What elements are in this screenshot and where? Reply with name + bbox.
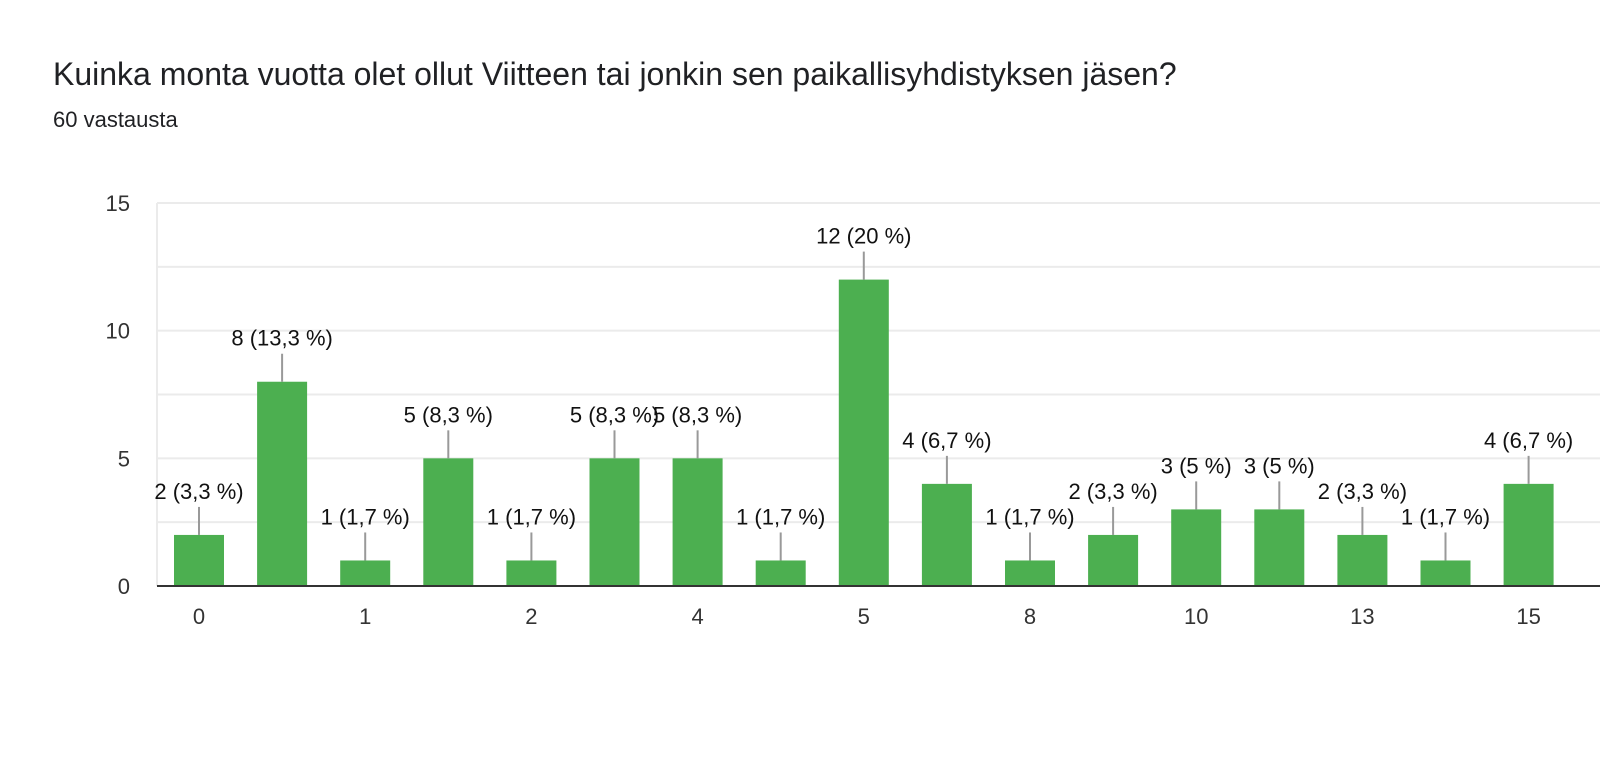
- y-tick-label: 5: [118, 446, 130, 471]
- data-label: 5 (8,3 %): [570, 402, 659, 427]
- x-tick-label: 15: [1516, 604, 1540, 629]
- data-label: 2 (3,3 %): [1318, 479, 1407, 504]
- data-label: 5 (8,3 %): [404, 402, 493, 427]
- data-label: 1 (1,7 %): [1401, 504, 1490, 529]
- bar: [1254, 509, 1305, 586]
- bar: [921, 483, 972, 586]
- bar: [1171, 509, 1222, 586]
- data-label: 8 (13,3 %): [231, 326, 333, 351]
- data-label: 4 (6,7 %): [902, 428, 991, 453]
- x-tick-label: 4: [691, 604, 703, 629]
- y-tick-label: 0: [118, 574, 130, 599]
- bar: [755, 560, 806, 586]
- bar: [589, 458, 640, 586]
- y-tick-label: 10: [106, 319, 130, 344]
- data-label: 1 (1,7 %): [985, 504, 1074, 529]
- bar: [1420, 560, 1471, 586]
- data-label: 1 (1,7 %): [321, 504, 410, 529]
- x-tick-label: 2: [525, 604, 537, 629]
- y-tick-label: 15: [106, 191, 130, 216]
- chart-title: Kuinka monta vuotta olet ollut Viitteen …: [53, 56, 1177, 92]
- x-tick-label: 5: [858, 604, 870, 629]
- bar: [423, 458, 474, 586]
- bar: [506, 560, 557, 586]
- x-tick-label: 8: [1024, 604, 1036, 629]
- bar: [340, 560, 391, 586]
- data-label: 3 (5 %): [1161, 453, 1232, 478]
- bar: [838, 279, 889, 586]
- data-label: 1 (1,7 %): [487, 504, 576, 529]
- data-label: 4 (6,7 %): [1484, 428, 1573, 453]
- bar: [1337, 534, 1388, 586]
- x-tick-label: 10: [1184, 604, 1208, 629]
- bar: [672, 458, 723, 586]
- data-label: 2 (3,3 %): [1068, 479, 1157, 504]
- data-label: 12 (20 %): [816, 224, 911, 249]
- bar: [1088, 534, 1139, 586]
- response-count: 60 vastausta: [53, 107, 178, 132]
- bar: [174, 534, 224, 586]
- data-label: 1 (1,7 %): [736, 504, 825, 529]
- bar: [1005, 560, 1055, 586]
- x-tick-label: 1: [359, 604, 371, 629]
- bar: [257, 381, 308, 586]
- x-tick-label: 0: [193, 604, 205, 629]
- bar: [1503, 483, 1554, 586]
- x-tick-label: 13: [1350, 604, 1374, 629]
- data-label: 2 (3,3 %): [154, 479, 243, 504]
- data-label: 5 (8,3 %): [653, 402, 742, 427]
- data-label: 3 (5 %): [1244, 453, 1315, 478]
